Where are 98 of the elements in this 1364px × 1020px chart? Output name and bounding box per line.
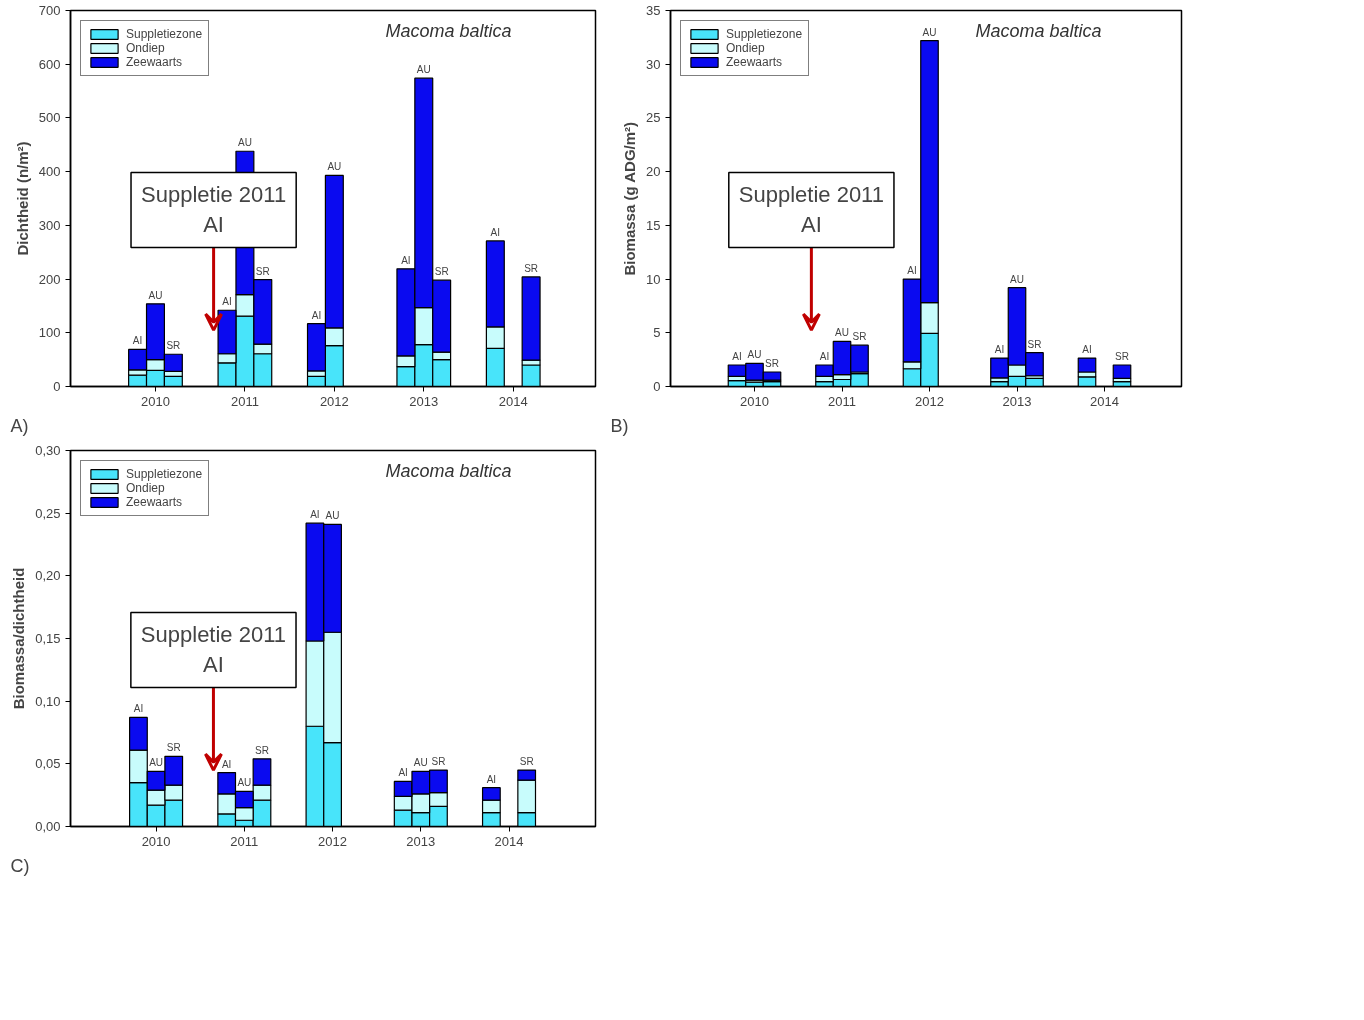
annotation: SR xyxy=(166,340,181,352)
annotation: AU xyxy=(416,64,431,76)
x-tick-label: 2011 xyxy=(230,393,259,409)
annotation: Suppletie 2011 AI xyxy=(141,182,287,238)
text: Macoma baltica xyxy=(385,460,512,481)
annotation: AU xyxy=(747,349,762,361)
y-tick-label: 25 xyxy=(646,110,661,126)
y-tick-label: 0,05 xyxy=(35,756,61,772)
y-tick-label: 0,20 xyxy=(35,568,61,584)
y-tick-label: 100 xyxy=(38,325,61,341)
y-tick-label: 30 xyxy=(646,56,661,72)
annotation: Suppletie 2011 AI xyxy=(738,182,884,238)
y-tick-label: 0,00 xyxy=(35,819,61,834)
y-axis-title: Biomassa (g ADG/m²) xyxy=(621,121,639,276)
annotation: SR xyxy=(519,756,534,768)
x-tick-label: 2013 xyxy=(406,833,436,849)
annotation: SR xyxy=(166,742,181,754)
annotation: AI xyxy=(486,773,497,785)
y-axis-title: Biomassa/dichtheid xyxy=(10,567,28,710)
y-tick-label: 0 xyxy=(53,379,61,394)
annotation: SR xyxy=(434,266,449,278)
y-tick-label: 15 xyxy=(646,217,661,233)
annotation: AI xyxy=(132,335,143,347)
x-tick-label: 2014 xyxy=(494,833,524,849)
x-tick-label: 2010 xyxy=(740,393,769,409)
y-tick-label: 0 xyxy=(653,379,661,394)
annotation: AI xyxy=(222,296,232,308)
x-tick-label: 2010 xyxy=(141,393,170,409)
annotation: AU xyxy=(835,327,849,339)
x-tick-label: 2012 xyxy=(318,833,348,849)
annotation: AI xyxy=(732,351,742,363)
annotation: AI xyxy=(311,309,322,321)
y-tick-label: 0,10 xyxy=(35,693,61,709)
annotation: AI xyxy=(1082,344,1092,356)
annotation: AU xyxy=(237,777,252,789)
x-tick-label: 2013 xyxy=(1002,393,1032,409)
annotation: AI xyxy=(819,351,830,363)
y-tick-label: 600 xyxy=(38,56,61,72)
legend-label: Zeewaarts xyxy=(726,55,783,69)
legend-label: Zeewaarts xyxy=(126,495,183,509)
y-tick-label: 300 xyxy=(38,217,61,233)
x-tick-label: 2014 xyxy=(1090,393,1119,409)
annotation: AI xyxy=(490,226,501,238)
y-tick-label: 700 xyxy=(38,3,61,18)
text: Macoma baltica xyxy=(385,20,512,41)
annotation: AU xyxy=(149,757,164,769)
x-tick-label: 2012 xyxy=(319,393,349,409)
annotation: AU xyxy=(148,289,163,301)
y-tick-label: 5 xyxy=(653,325,661,341)
text: C) xyxy=(10,855,30,876)
x-tick-label: 2012 xyxy=(915,393,944,409)
annotation: AU xyxy=(237,137,252,149)
y-tick-label: 20 xyxy=(646,164,661,180)
annotation: AI xyxy=(310,509,320,521)
x-tick-label: 2014 xyxy=(498,393,528,409)
annotation: AI xyxy=(401,254,411,266)
text: B) xyxy=(610,415,629,436)
y-tick-label: 0,25 xyxy=(35,505,61,521)
annotation: SR xyxy=(255,265,270,277)
y-tick-label: 0,30 xyxy=(35,443,61,458)
x-tick-label: 2011 xyxy=(230,833,259,849)
x-tick-label: 2013 xyxy=(409,393,439,409)
annotation: AI xyxy=(907,265,917,277)
annotation: AI xyxy=(133,703,144,715)
legend-label: Suppletiezone xyxy=(726,27,803,41)
annotation: AI xyxy=(398,767,408,779)
y-tick-label: 35 xyxy=(646,3,661,18)
legend-label: Ondiep xyxy=(126,481,165,495)
annotation: SR xyxy=(1115,351,1129,363)
annotation: AU xyxy=(1010,273,1024,285)
y-tick-label: 400 xyxy=(38,164,61,180)
text: Macoma baltica xyxy=(975,20,1102,41)
legend-label: Zeewaarts xyxy=(126,55,183,69)
annotation: SR xyxy=(431,756,446,768)
y-tick-label: 10 xyxy=(646,271,661,287)
y-tick-label: 0,15 xyxy=(35,631,61,646)
y-axis-title: Dichtheid (n/m²) xyxy=(13,141,31,256)
annotation: Suppletie 2011 AI xyxy=(140,622,287,678)
legend-label: Ondiep xyxy=(726,41,765,55)
annotation: SR xyxy=(852,331,867,343)
annotation: AU xyxy=(413,757,428,769)
y-tick-label: 500 xyxy=(38,110,61,126)
annotation: SR xyxy=(524,262,539,274)
x-tick-label: 2010 xyxy=(141,833,171,849)
legend-label: Suppletiezone xyxy=(126,27,203,41)
annotation: SR xyxy=(255,744,269,756)
x-tick-label: 2011 xyxy=(828,393,856,409)
annotation: AU xyxy=(327,161,342,173)
annotation: AU xyxy=(325,510,340,522)
text: A) xyxy=(10,415,29,436)
legend-label: Suppletiezone xyxy=(126,467,203,481)
annotation: AI xyxy=(994,344,1005,356)
annotation: SR xyxy=(765,358,779,369)
annotation: SR xyxy=(1027,338,1042,350)
legend-label: Ondiep xyxy=(126,41,165,55)
annotation: AI xyxy=(221,758,232,770)
annotation: AU xyxy=(922,26,937,38)
y-tick-label: 200 xyxy=(38,271,61,287)
